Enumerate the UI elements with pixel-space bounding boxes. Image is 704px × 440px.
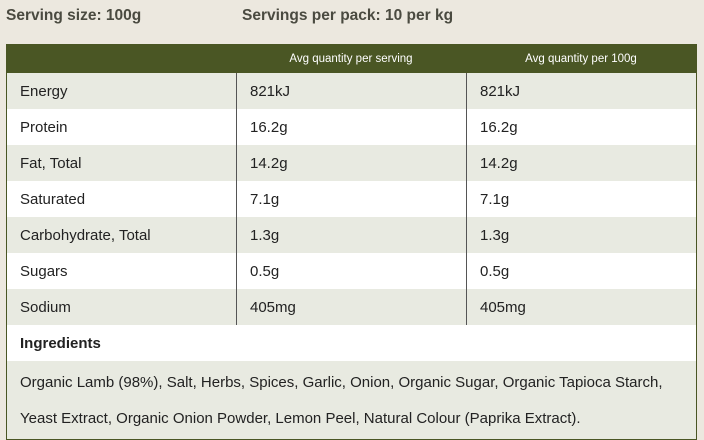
- nutrient-name: Carbohydrate, Total: [20, 226, 151, 244]
- header-per-100g: Avg quantity per 100g: [525, 53, 637, 65]
- per-100g-value: 0.5g: [466, 253, 696, 289]
- table-row: Saturated 7.1g 7.1g: [7, 181, 696, 217]
- per-serving-value: 405mg: [236, 289, 466, 325]
- per-serving-value: 7.1g: [236, 181, 466, 217]
- per-100g-value: 7.1g: [466, 181, 696, 217]
- per-serving-value: 0.5g: [236, 253, 466, 289]
- table-row: Sugars 0.5g 0.5g: [7, 253, 696, 289]
- header-per-serving: Avg quantity per serving: [289, 53, 413, 65]
- per-100g-value: 405mg: [466, 289, 696, 325]
- table-header: Avg quantity per serving Avg quantity pe…: [7, 45, 696, 73]
- per-100g-value: 14.2g: [466, 145, 696, 181]
- table-row: Sodium 405mg 405mg: [7, 289, 696, 325]
- nutrient-name: Sugars: [20, 262, 68, 280]
- nutrient-name: Protein: [20, 118, 68, 136]
- per-100g-value: 1.3g: [466, 217, 696, 253]
- serving-size: Serving size: 100g: [6, 7, 142, 24]
- table-row: Fat, Total 14.2g 14.2g: [7, 145, 696, 181]
- nutrient-name: Fat, Total: [20, 154, 82, 172]
- per-100g-value: 16.2g: [466, 109, 696, 145]
- table-row: Carbohydrate, Total 1.3g 1.3g: [7, 217, 696, 253]
- nutrient-name: Sodium: [20, 298, 71, 316]
- ingredients-label: Ingredients: [20, 334, 101, 352]
- nutrient-name: Energy: [20, 82, 68, 100]
- per-serving-value: 14.2g: [236, 145, 466, 181]
- per-serving-value: 16.2g: [236, 109, 466, 145]
- per-100g-value: 821kJ: [466, 73, 696, 109]
- per-serving-value: 1.3g: [236, 217, 466, 253]
- ingredients-text: Organic Lamb (98%), Salt, Herbs, Spices,…: [7, 361, 696, 439]
- servings-per-pack: Servings per pack: 10 per kg: [242, 7, 454, 24]
- per-serving-value: 821kJ: [236, 73, 466, 109]
- table-row: Protein 16.2g 16.2g: [7, 109, 696, 145]
- header-blank: [7, 45, 236, 73]
- nutrient-name: Saturated: [20, 190, 86, 208]
- table-row: Energy 821kJ 821kJ: [7, 73, 696, 109]
- nutrition-table: Avg quantity per serving Avg quantity pe…: [6, 44, 697, 440]
